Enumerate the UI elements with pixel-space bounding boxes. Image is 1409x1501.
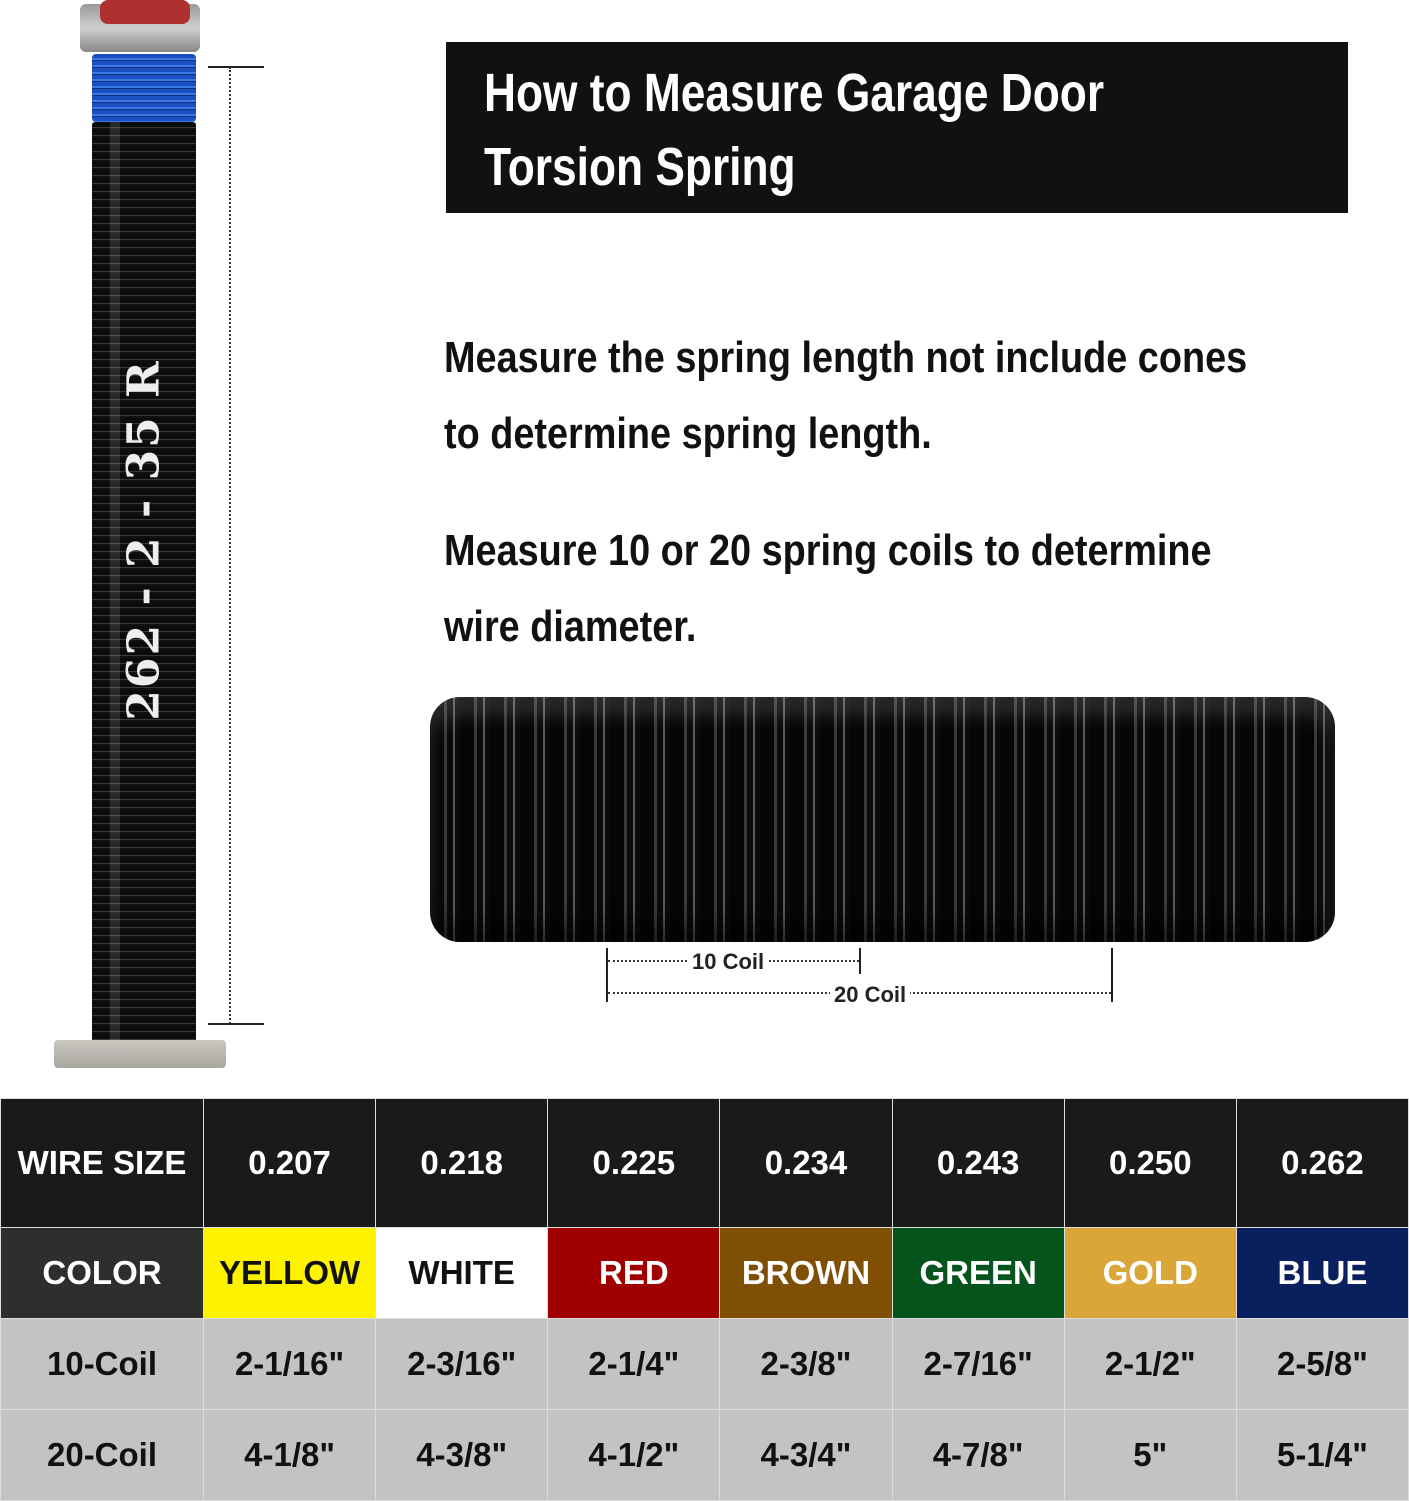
- row-header: 10-Coil: [0, 1318, 204, 1410]
- length-dimension-line: [229, 67, 231, 1024]
- length-instruction: Measure the spring length not include co…: [444, 320, 1373, 472]
- twenty-coil-cell: 4-3/8": [375, 1409, 549, 1501]
- wire-size-row: WIRE SIZE 0.207 0.218 0.225 0.234 0.243 …: [0, 1098, 1409, 1228]
- color-cell: BLUE: [1235, 1227, 1409, 1319]
- title-line: Torsion Spring: [484, 137, 796, 197]
- wire-size-cell: 0.207: [202, 1098, 377, 1228]
- twenty-coil-cell: 5-1/4": [1235, 1409, 1409, 1501]
- color-cell: RED: [547, 1227, 721, 1319]
- instruction-line: wire diameter.: [444, 602, 697, 651]
- color-cell: GOLD: [1063, 1227, 1237, 1319]
- instruction-line: Measure the spring length not include co…: [444, 333, 1248, 382]
- wire-size-cell: 0.250: [1063, 1098, 1237, 1228]
- row-header: 20-Coil: [0, 1409, 204, 1501]
- title-line: How to Measure Garage Door: [484, 63, 1105, 123]
- ten-coil-end-tick: [859, 948, 861, 974]
- dimension-start-tick: [606, 948, 608, 1002]
- color-row: COLOR YELLOW WHITE RED BROWN GREEN GOLD …: [0, 1227, 1409, 1319]
- twenty-coil-label: 20 Coil: [830, 982, 911, 1008]
- ten-coil-cell: 2-3/8": [719, 1318, 893, 1410]
- color-cell: BROWN: [719, 1227, 893, 1319]
- ten-coil-cell: 2-1/2": [1063, 1318, 1237, 1410]
- wire-size-cell: 0.225: [547, 1098, 721, 1228]
- stationary-cone: [54, 1040, 226, 1068]
- horizontal-spring-image: [430, 697, 1335, 942]
- instruction-line: to determine spring length.: [444, 409, 932, 458]
- wire-size-cell: 0.218: [375, 1098, 549, 1228]
- spring-coils: [92, 122, 196, 1044]
- instruction-line: Measure 10 or 20 spring coils to determi…: [444, 526, 1212, 575]
- length-top-cap: [208, 66, 264, 68]
- wire-size-cell: 0.262: [1235, 1098, 1409, 1228]
- title-banner: [446, 42, 1348, 213]
- row-header: WIRE SIZE: [0, 1098, 204, 1228]
- twenty-coil-end-tick: [1111, 948, 1113, 1002]
- ten-coil-row: 10-Coil 2-1/16" 2-3/16" 2-1/4" 2-3/8" 2-…: [0, 1318, 1409, 1410]
- row-header: COLOR: [0, 1227, 204, 1319]
- ten-coil-cell: 2-5/8": [1235, 1318, 1409, 1410]
- twenty-coil-cell: 4-3/4": [719, 1409, 893, 1501]
- wire-size-cell: 0.243: [891, 1098, 1065, 1228]
- page-title: How to Measure Garage Door Torsion Sprin…: [484, 56, 1222, 204]
- ten-coil-label: 10 Coil: [688, 949, 769, 975]
- color-cell: GREEN: [891, 1227, 1065, 1319]
- winder-bracket: [100, 0, 190, 24]
- twenty-coil-cell: 4-7/8": [891, 1409, 1065, 1501]
- ten-coil-cell: 2-1/16": [202, 1318, 377, 1410]
- blue-color-code-coils: [92, 54, 196, 122]
- ten-coil-cell: 2-7/16": [891, 1318, 1065, 1410]
- wire-size-cell: 0.234: [719, 1098, 893, 1228]
- color-cell: YELLOW: [202, 1227, 377, 1319]
- diameter-instruction: Measure 10 or 20 spring coils to determi…: [444, 513, 1373, 665]
- twenty-coil-row: 20-Coil 4-1/8" 4-3/8" 4-1/2" 4-3/4" 4-7/…: [0, 1409, 1409, 1501]
- spring-marking: 262 - 2 - 35 R: [118, 359, 170, 721]
- twenty-coil-cell: 4-1/2": [547, 1409, 721, 1501]
- length-bottom-cap: [208, 1023, 264, 1025]
- ten-coil-cell: 2-1/4": [547, 1318, 721, 1410]
- twenty-coil-cell: 4-1/8": [202, 1409, 377, 1501]
- color-cell: WHITE: [375, 1227, 549, 1319]
- ten-coil-cell: 2-3/16": [375, 1318, 549, 1410]
- twenty-coil-cell: 5": [1063, 1409, 1237, 1501]
- wire-size-table: WIRE SIZE 0.207 0.218 0.225 0.234 0.243 …: [0, 1098, 1409, 1501]
